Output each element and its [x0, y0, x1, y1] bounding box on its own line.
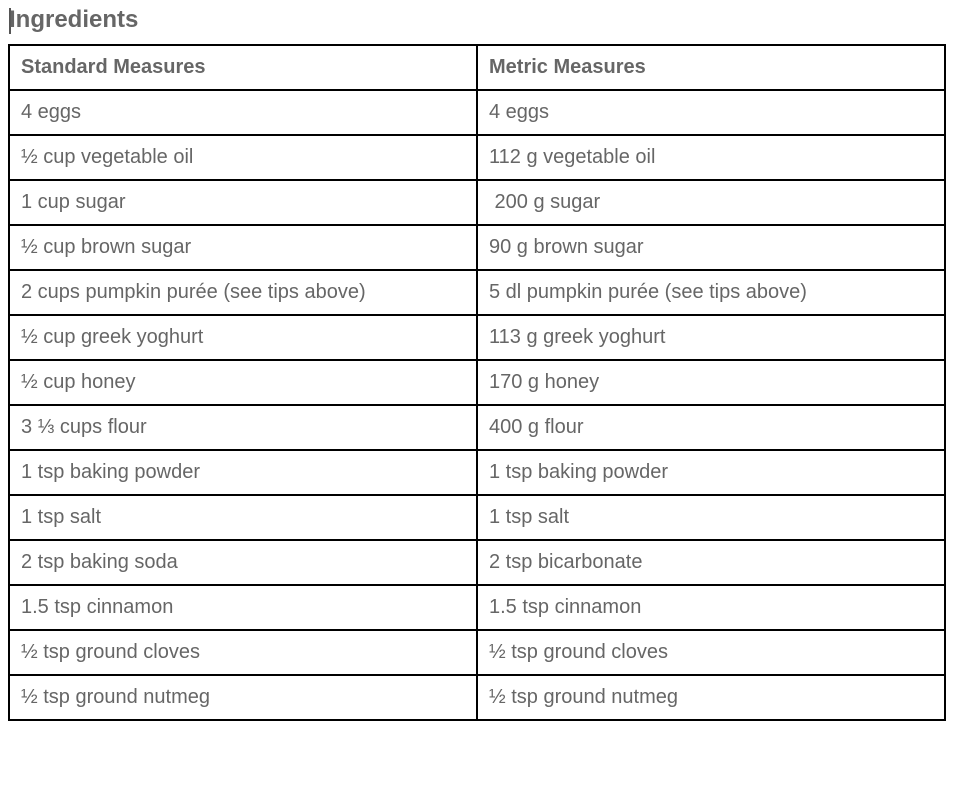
- table-header-row: Standard Measures Metric Measures: [8, 44, 946, 91]
- standard-measure-cell: ½ cup vegetable oil: [8, 134, 478, 181]
- section-heading: Ingredients: [9, 6, 139, 33]
- column-header-standard: Standard Measures: [8, 44, 478, 91]
- standard-measure-cell: 2 tsp baking soda: [8, 539, 478, 586]
- standard-measure-cell: ½ tsp ground cloves: [8, 629, 478, 676]
- metric-measure-cell: 2 tsp bicarbonate: [476, 539, 946, 586]
- table-row: ½ cup vegetable oil 112 g vegetable oil: [8, 134, 946, 181]
- metric-measure-cell: 112 g vegetable oil: [476, 134, 946, 181]
- table-row: ½ tsp ground nutmeg ½ tsp ground nutmeg: [8, 674, 946, 721]
- metric-measure-cell: ½ tsp ground cloves: [476, 629, 946, 676]
- standard-measure-cell: ½ cup honey: [8, 359, 478, 406]
- table-row: ½ tsp ground cloves ½ tsp ground cloves: [8, 629, 946, 676]
- standard-measure-cell: 4 eggs: [8, 89, 478, 136]
- standard-measure-cell: 1 tsp baking powder: [8, 449, 478, 496]
- standard-measure-cell: 2 cups pumpkin purée (see tips above): [8, 269, 478, 316]
- table-row: 1.5 tsp cinnamon 1.5 tsp cinnamon: [8, 584, 946, 631]
- metric-measure-cell: 4 eggs: [476, 89, 946, 136]
- standard-measure-cell: ½ tsp ground nutmeg: [8, 674, 478, 721]
- metric-measure-cell: 1 tsp salt: [476, 494, 946, 541]
- metric-measure-cell: 400 g flour: [476, 404, 946, 451]
- ingredients-table: Standard Measures Metric Measures 4 eggs…: [8, 44, 946, 721]
- table-row: 1 tsp salt 1 tsp salt: [8, 494, 946, 541]
- table-row: 2 tsp baking soda 2 tsp bicarbonate: [8, 539, 946, 586]
- column-header-metric: Metric Measures: [476, 44, 946, 91]
- metric-measure-cell: 90 g brown sugar: [476, 224, 946, 271]
- table-row: ½ cup honey 170 g honey: [8, 359, 946, 406]
- table-row: 4 eggs 4 eggs: [8, 89, 946, 136]
- standard-measure-cell: 1 cup sugar: [8, 179, 478, 226]
- table-row: 3 ⅓ cups flour 400 g flour: [8, 404, 946, 451]
- metric-measure-cell: 5 dl pumpkin purée (see tips above): [476, 269, 946, 316]
- table-row: ½ cup brown sugar 90 g brown sugar: [8, 224, 946, 271]
- table-row: 2 cups pumpkin purée (see tips above) 5 d…: [8, 269, 946, 316]
- table-row: 1 tsp baking powder 1 tsp baking powder: [8, 449, 946, 496]
- standard-measure-cell: 1 tsp salt: [8, 494, 478, 541]
- metric-measure-cell: 1.5 tsp cinnamon: [476, 584, 946, 631]
- text-cursor: [9, 8, 11, 34]
- standard-measure-cell: 1.5 tsp cinnamon: [8, 584, 478, 631]
- metric-measure-cell: 170 g honey: [476, 359, 946, 406]
- standard-measure-cell: ½ cup brown sugar: [8, 224, 478, 271]
- metric-measure-cell: 113 g greek yoghurt: [476, 314, 946, 361]
- table-row: ½ cup greek yoghurt 113 g greek yoghurt: [8, 314, 946, 361]
- metric-measure-cell: ½ tsp ground nutmeg: [476, 674, 946, 721]
- metric-measure-cell: 200 g sugar: [476, 179, 946, 226]
- metric-measure-cell: 1 tsp baking powder: [476, 449, 946, 496]
- standard-measure-cell: 3 ⅓ cups flour: [8, 404, 478, 451]
- table-row: 1 cup sugar 200 g sugar: [8, 179, 946, 226]
- standard-measure-cell: ½ cup greek yoghurt: [8, 314, 478, 361]
